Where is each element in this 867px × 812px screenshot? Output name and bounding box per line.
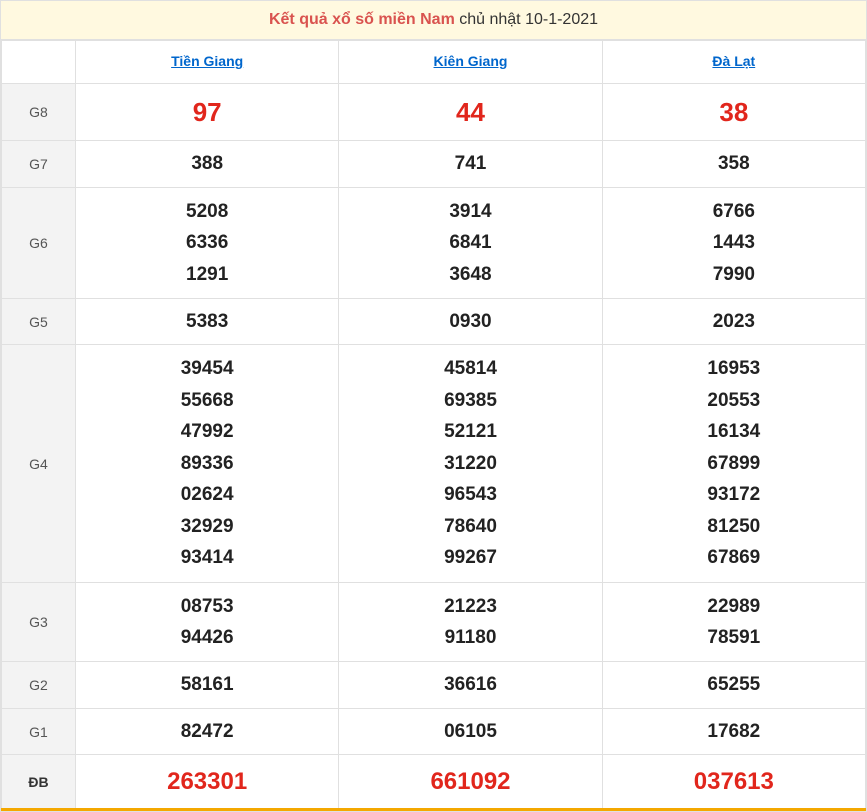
prize-cell: 263301 <box>76 755 339 810</box>
prize-cell: 58161 <box>76 662 339 708</box>
province-link-1[interactable]: Kiên Giang <box>434 53 508 69</box>
prize-cell: 2298978591 <box>602 582 865 662</box>
lottery-results: Kết quả xổ số miền Nam chủ nhật 10-1-202… <box>0 0 867 812</box>
prize-label: G3 <box>2 582 76 662</box>
prize-label: G1 <box>2 708 76 754</box>
prize-label: G2 <box>2 662 76 708</box>
province-header: Kiên Giang <box>339 41 602 84</box>
prize-row-G1: G1824720610517682 <box>2 708 866 754</box>
prize-row-G4: G439454556684799289336026243292993414458… <box>2 345 866 582</box>
prize-value: 7990 <box>607 259 861 290</box>
prize-value: 1443 <box>607 227 861 258</box>
prize-cell: 97 <box>76 84 339 141</box>
prize-value: 16953 <box>607 353 861 384</box>
title-bar: Kết quả xổ số miền Nam chủ nhật 10-1-202… <box>1 1 866 40</box>
prize-cell: 65255 <box>602 662 865 708</box>
prize-row-G7: G7388741358 <box>2 141 866 187</box>
prize-label: G5 <box>2 299 76 345</box>
prize-cell: 06105 <box>339 708 602 754</box>
prize-value: 3914 <box>343 196 597 227</box>
prize-value: 93414 <box>80 542 334 573</box>
prize-value: 67869 <box>607 542 861 573</box>
prize-value: 99267 <box>343 542 597 573</box>
prize-cell: 388 <box>76 141 339 187</box>
province-link-2[interactable]: Đà Lạt <box>712 53 755 69</box>
prize-cell: 358 <box>602 141 865 187</box>
prize-cell: 17682 <box>602 708 865 754</box>
prize-value: 20553 <box>607 385 861 416</box>
prize-value: 78591 <box>607 622 861 653</box>
prize-cell: 2122391180 <box>339 582 602 662</box>
prize-cell: 38 <box>602 84 865 141</box>
title-highlight: Kết quả xổ số miền Nam <box>269 11 455 28</box>
prize-value: 5208 <box>80 196 334 227</box>
prize-value: 45814 <box>343 353 597 384</box>
prize-value: 91180 <box>343 622 597 653</box>
province-header-row: Tiền Giang Kiên Giang Đà Lạt <box>2 41 866 84</box>
prize-row-G3: G3087539442621223911802298978591 <box>2 582 866 662</box>
prize-value: 6766 <box>607 196 861 227</box>
results-table: Tiền Giang Kiên Giang Đà Lạt G8974438G73… <box>1 40 866 811</box>
prize-row-G2: G2581613661665255 <box>2 662 866 708</box>
prize-label: G6 <box>2 187 76 298</box>
prize-label: G8 <box>2 84 76 141</box>
prize-row-G6: G6520863361291391468413648676614437990 <box>2 187 866 298</box>
prize-label: ĐB <box>2 755 76 810</box>
prize-value: 89336 <box>80 448 334 479</box>
prize-row-G8: G8974438 <box>2 84 866 141</box>
prize-value: 6841 <box>343 227 597 258</box>
prize-cell: 661092 <box>339 755 602 810</box>
prize-value: 52121 <box>343 416 597 447</box>
prize-label: G4 <box>2 345 76 582</box>
province-link-0[interactable]: Tiền Giang <box>171 53 243 69</box>
prize-cell: 45814693855212131220965437864099267 <box>339 345 602 582</box>
prize-value: 1291 <box>80 259 334 290</box>
prize-value: 32929 <box>80 511 334 542</box>
prize-value: 47992 <box>80 416 334 447</box>
prize-value: 02624 <box>80 479 334 510</box>
header-blank <box>2 41 76 84</box>
prize-cell: 36616 <box>339 662 602 708</box>
prize-value: 31220 <box>343 448 597 479</box>
prize-cell: 82472 <box>76 708 339 754</box>
prize-value: 55668 <box>80 385 334 416</box>
prize-cell: 520863361291 <box>76 187 339 298</box>
prize-label: G7 <box>2 141 76 187</box>
prize-value: 16134 <box>607 416 861 447</box>
prize-cell: 39454556684799289336026243292993414 <box>76 345 339 582</box>
prize-value: 81250 <box>607 511 861 542</box>
prize-value: 21223 <box>343 591 597 622</box>
prize-value: 3648 <box>343 259 597 290</box>
prize-cell: 676614437990 <box>602 187 865 298</box>
prize-cell: 2023 <box>602 299 865 345</box>
prize-value: 67899 <box>607 448 861 479</box>
prize-cell: 0875394426 <box>76 582 339 662</box>
prize-value: 78640 <box>343 511 597 542</box>
prize-value: 08753 <box>80 591 334 622</box>
prize-row-ĐB: ĐB263301661092037613 <box>2 755 866 810</box>
prize-cell: 16953205531613467899931728125067869 <box>602 345 865 582</box>
prize-value: 69385 <box>343 385 597 416</box>
prize-cell: 037613 <box>602 755 865 810</box>
prize-row-G5: G5538309302023 <box>2 299 866 345</box>
prize-cell: 0930 <box>339 299 602 345</box>
title-date: chủ nhật 10-1-2021 <box>455 11 598 28</box>
province-header: Tiền Giang <box>76 41 339 84</box>
province-header: Đà Lạt <box>602 41 865 84</box>
prize-value: 93172 <box>607 479 861 510</box>
prize-cell: 741 <box>339 141 602 187</box>
prize-value: 96543 <box>343 479 597 510</box>
prize-value: 6336 <box>80 227 334 258</box>
prize-value: 94426 <box>80 622 334 653</box>
prize-cell: 44 <box>339 84 602 141</box>
prize-value: 22989 <box>607 591 861 622</box>
prize-cell: 391468413648 <box>339 187 602 298</box>
prize-value: 39454 <box>80 353 334 384</box>
prize-cell: 5383 <box>76 299 339 345</box>
